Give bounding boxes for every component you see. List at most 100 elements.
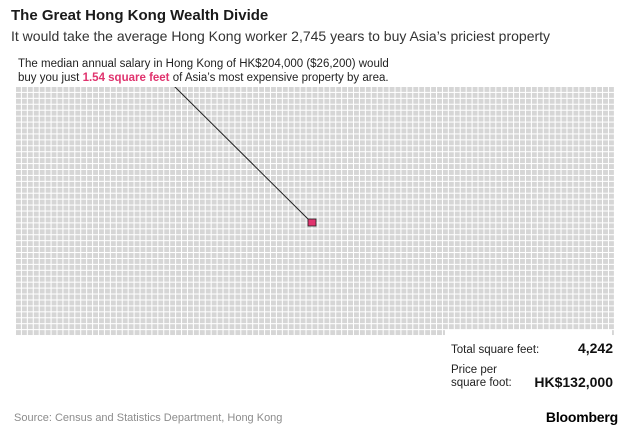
grid-cell	[330, 199, 336, 205]
grid-cell	[401, 235, 407, 241]
grid-cell	[128, 318, 134, 324]
grid-cell	[472, 164, 478, 169]
grid-cell	[170, 229, 176, 235]
grid-cell	[425, 205, 431, 211]
grid-cell	[597, 122, 603, 128]
grid-cell	[27, 134, 33, 140]
grid-cell	[241, 270, 247, 276]
grid-cell	[69, 122, 75, 128]
grid-cell	[395, 116, 401, 122]
grid-cell	[324, 294, 330, 300]
grid-cell	[354, 134, 359, 140]
grid-cell	[146, 158, 152, 164]
grid-cell	[294, 330, 300, 336]
grid-cell	[146, 152, 152, 158]
grid-cell	[170, 312, 176, 318]
grid-cell	[27, 324, 33, 330]
grid-cell	[176, 87, 182, 92]
grid-cell	[591, 258, 597, 264]
grid-cell	[288, 330, 294, 336]
grid-cell	[484, 223, 490, 229]
grid-cell	[81, 253, 87, 258]
grid-cell	[525, 229, 531, 235]
grid-cell	[525, 223, 531, 229]
grid-cell	[573, 223, 579, 229]
grid-cell	[348, 211, 353, 217]
grid-cell	[354, 258, 359, 264]
grid-cell	[585, 217, 591, 223]
grid-cell	[514, 146, 520, 152]
grid-cell	[152, 276, 158, 282]
grid-cell	[525, 175, 531, 181]
grid-cell	[359, 181, 365, 187]
grid-cell	[282, 288, 288, 294]
grid-cell	[110, 152, 116, 158]
grid-cell	[33, 282, 39, 288]
grid-cell	[543, 258, 549, 264]
grid-cell	[223, 288, 229, 294]
grid-cell	[164, 164, 170, 169]
grid-cell	[359, 158, 365, 164]
grid-cell	[99, 128, 104, 134]
grid-cell	[371, 116, 377, 122]
grid-cell	[425, 87, 431, 92]
grid-cell	[211, 199, 217, 205]
grid-cell	[318, 110, 324, 116]
grid-cell	[39, 247, 45, 253]
grid-cell	[531, 211, 537, 217]
grid-cell	[39, 258, 45, 264]
grid-cell	[609, 294, 614, 300]
grid-cell	[549, 170, 555, 175]
grid-cell	[152, 270, 158, 276]
grid-cell	[217, 241, 223, 247]
grid-cell	[531, 146, 537, 152]
grid-cell	[140, 152, 146, 158]
grid-cell	[182, 146, 187, 152]
grid-cell	[609, 324, 614, 330]
grid-cell	[365, 217, 371, 223]
grid-cell	[312, 164, 318, 169]
grid-cell	[140, 87, 146, 92]
grid-cell	[229, 282, 235, 288]
grid-cell	[603, 300, 608, 306]
grid-cell	[496, 122, 502, 128]
grid-cell	[342, 140, 348, 146]
grid-cell	[567, 223, 573, 229]
grid-cell	[223, 146, 229, 152]
grid-cell	[413, 241, 419, 247]
grid-cell	[359, 288, 365, 294]
grid-cell	[448, 110, 454, 116]
grid-cell	[597, 146, 603, 152]
grid-cell	[176, 199, 182, 205]
grid-cell	[318, 300, 324, 306]
grid-cell	[93, 122, 98, 128]
grid-cell	[561, 264, 567, 270]
grid-cell	[520, 318, 525, 324]
grid-cell	[276, 211, 282, 217]
grid-cell	[306, 164, 312, 169]
grid-cell	[561, 241, 567, 247]
grid-cell	[555, 324, 561, 330]
grid-cell	[591, 217, 597, 223]
grid-cell	[176, 300, 182, 306]
grid-cell	[336, 104, 342, 110]
grid-cell	[199, 282, 205, 288]
grid-cell	[318, 98, 324, 104]
grid-cell	[330, 140, 336, 146]
grid-cell	[45, 199, 51, 205]
grid-cell	[454, 294, 460, 300]
grid-cell	[87, 217, 93, 223]
grid-cell	[288, 175, 294, 181]
grid-cell	[585, 92, 591, 98]
grid-cell	[300, 229, 306, 235]
grid-cell	[276, 134, 282, 140]
grid-cell	[531, 140, 537, 146]
grid-cell	[75, 128, 81, 134]
grid-cell	[276, 264, 282, 270]
grid-cell	[567, 276, 573, 282]
grid-cell	[525, 276, 531, 282]
grid-cell	[16, 253, 21, 258]
grid-cell	[442, 211, 448, 217]
grid-cell	[134, 288, 140, 294]
grid-cell	[496, 312, 502, 318]
